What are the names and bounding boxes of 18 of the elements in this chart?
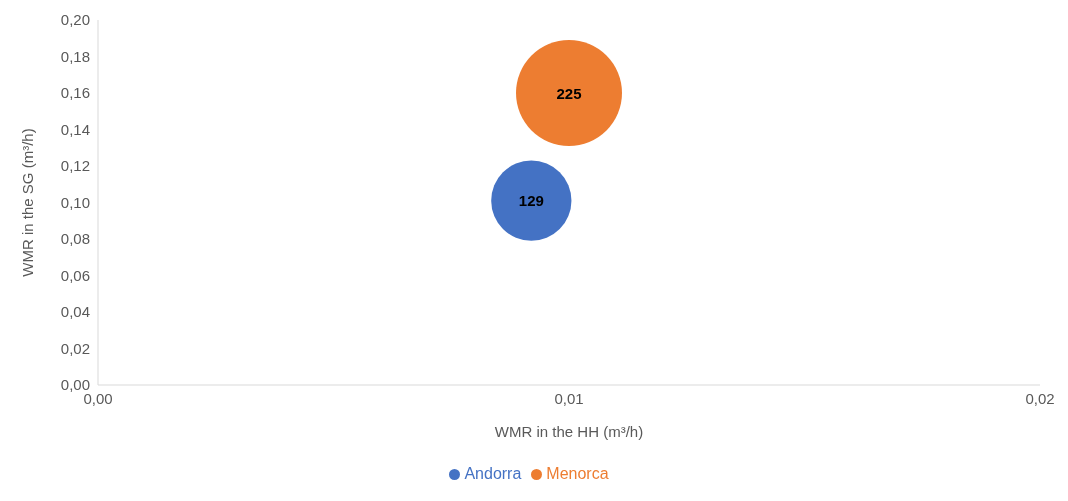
y-tick-label: 0,20 — [60, 11, 90, 29]
y-tick-label: 0,10 — [60, 193, 90, 211]
x-tick-label: 0,01 — [554, 389, 584, 407]
y-axis-title: WMR in the SG (m³/h) — [19, 128, 37, 277]
legend-label: Andorra — [464, 465, 522, 482]
y-tick-label: 0,12 — [60, 157, 90, 175]
data-label: 129 — [518, 192, 544, 210]
legend-label: Menorca — [546, 465, 609, 482]
x-tick-label: 0,02 — [1025, 389, 1055, 407]
y-tick-label: 0,18 — [60, 47, 90, 65]
y-tick-label: 0,08 — [60, 230, 90, 248]
y-tick-label: 0,16 — [60, 84, 90, 102]
y-tick-label: 0,14 — [60, 120, 90, 138]
data-label: 225 — [556, 84, 582, 102]
y-tick-label: 0,02 — [60, 339, 90, 357]
y-tick-label: 0,06 — [60, 266, 90, 284]
y-tick-label: 0,04 — [60, 303, 90, 321]
x-axis-title: WMR in the HH (m³/h) — [494, 423, 644, 440]
